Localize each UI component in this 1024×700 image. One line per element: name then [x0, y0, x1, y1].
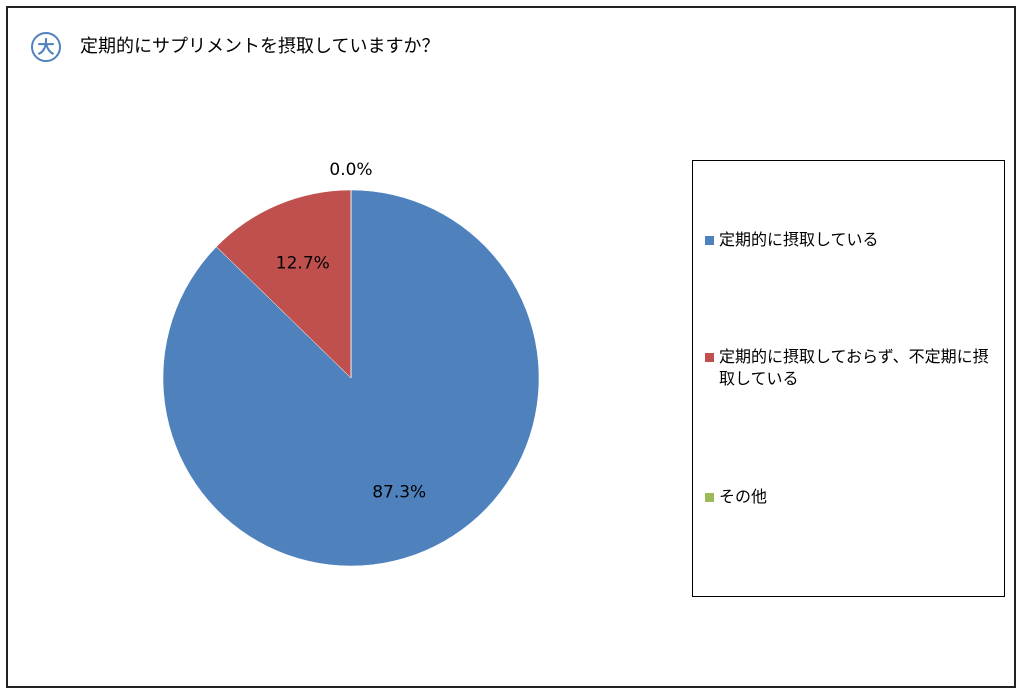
legend-entry: 定期的に摂取しておらず、不定期に摂取している	[705, 346, 994, 390]
badge: 大	[38, 37, 55, 58]
badge-circle	[31, 32, 61, 62]
chart-frame	[6, 6, 1016, 688]
legend-label: 定期的に摂取しておらず、不定期に摂取している	[719, 347, 989, 389]
legend-entry: 定期的に摂取している	[705, 229, 994, 251]
legend-swatch	[705, 353, 714, 363]
legend-label: その他	[719, 487, 768, 507]
legend-swatch	[705, 235, 714, 245]
pie-slice	[216, 189, 352, 379]
data-label: 12.7%	[276, 254, 330, 274]
data-label: 0.0%	[329, 160, 372, 180]
legend: 定期的に摂取している定期的に摂取しておらず、不定期に摂取しているその他	[692, 160, 1005, 597]
chart-title: 定期的にサプリメントを摂取していますか？	[80, 36, 439, 57]
legend-swatch	[705, 493, 714, 503]
legend-label: 定期的に摂取している	[719, 229, 879, 249]
legend-entry: その他	[705, 486, 994, 508]
data-label: 87.3%	[372, 482, 426, 502]
